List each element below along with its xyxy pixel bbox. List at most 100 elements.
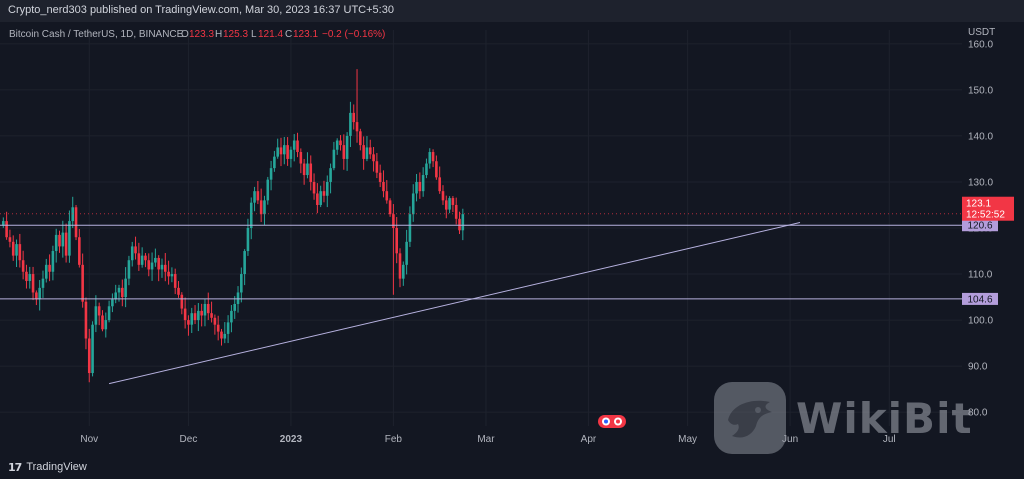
- candle-body: [25, 271, 28, 281]
- candle-body: [226, 322, 230, 334]
- candle-body: [97, 306, 101, 316]
- candle-body: [296, 140, 299, 153]
- candle-body: [385, 191, 389, 201]
- ohlc-change: −0.2 (−0.16%): [322, 29, 385, 40]
- candle-body: [378, 172, 382, 182]
- candle-body: [31, 274, 35, 293]
- x-tick-label: Jun: [782, 434, 798, 445]
- x-axis: Nov Dec 2023 Feb Mar Apr May Jun Jul: [80, 434, 895, 445]
- candle-body: [150, 262, 154, 270]
- candle-body: [15, 244, 18, 256]
- candle-body: [319, 191, 322, 205]
- candle-body: [213, 317, 217, 325]
- ohlc-low: 121.4: [258, 29, 283, 40]
- candle-body: [263, 200, 266, 215]
- candle-body: [309, 163, 313, 182]
- candle-body: [74, 207, 78, 238]
- candle-body: [216, 324, 220, 332]
- candle-body: [411, 193, 415, 215]
- candle-body: [451, 198, 455, 205]
- candle-body: [91, 324, 94, 374]
- y-tick-label: 130.0: [968, 177, 993, 188]
- candle-body: [349, 112, 352, 136]
- candle-body: [170, 274, 174, 277]
- candle-body: [246, 228, 250, 252]
- x-tick-label: Mar: [477, 434, 495, 445]
- candle-body: [259, 200, 263, 215]
- y-tick-label: 80.0: [968, 408, 988, 419]
- candle-body: [64, 232, 68, 256]
- svg-text:C: C: [285, 29, 292, 40]
- currency-label: USDT: [968, 27, 995, 38]
- candle-body: [130, 246, 134, 261]
- candle-body: [180, 294, 184, 309]
- svg-text:L: L: [251, 29, 257, 40]
- x-tick-label: Nov: [80, 434, 98, 445]
- candle-body: [68, 221, 71, 256]
- candle-body: [253, 191, 256, 203]
- candle-body: [173, 274, 177, 288]
- candle-body: [2, 221, 5, 226]
- candles: [2, 69, 465, 383]
- candle-body: [368, 147, 372, 155]
- candle-body: [352, 112, 356, 123]
- candle-body: [11, 241, 15, 256]
- candle-body: [84, 301, 88, 339]
- candle-body: [206, 303, 210, 314]
- candle-body: [107, 306, 111, 321]
- candle-body: [190, 313, 194, 325]
- tradingview-name: TradingView: [26, 461, 87, 473]
- candle-body: [454, 204, 458, 219]
- candle-body: [243, 251, 246, 275]
- candle-body: [435, 161, 438, 178]
- candle-body: [398, 253, 402, 279]
- candle-body: [444, 200, 448, 210]
- candle-body: [104, 320, 108, 330]
- y-tick-label: 150.0: [968, 85, 993, 96]
- candle-body: [160, 264, 164, 270]
- candle-body: [111, 299, 114, 307]
- candle-body: [51, 251, 55, 272]
- candle-body: [292, 140, 296, 150]
- candle-body: [5, 221, 8, 238]
- price-chart[interactable]: Bitcoin Cash / TetherUS, 1D, BINANCE O 1…: [0, 22, 1024, 456]
- candle-body: [114, 292, 118, 300]
- events-icon[interactable]: [598, 415, 626, 428]
- candle-body: [269, 168, 273, 180]
- ohlc-close: 123.1: [293, 29, 318, 40]
- candle-body: [299, 152, 303, 164]
- x-tick-label: May: [678, 434, 697, 445]
- overlays: [0, 213, 962, 385]
- candle-body: [388, 200, 392, 215]
- candle-body: [289, 149, 293, 159]
- candle-body: [193, 313, 197, 321]
- candle-body: [266, 179, 270, 201]
- candle-body: [405, 241, 408, 265]
- candle-body: [342, 145, 346, 159]
- candle-body: [58, 234, 61, 247]
- candle-body: [21, 260, 25, 272]
- candle-body: [140, 255, 144, 265]
- candle-body: [147, 260, 151, 270]
- candle-body: [355, 122, 359, 132]
- candle-body: [249, 202, 253, 228]
- watermark: WikiBit: [714, 382, 973, 454]
- price-tags: 120.6 104.6 123.112:52:52: [962, 196, 1014, 305]
- trend-line: [108, 221, 801, 385]
- svg-text:H: H: [215, 29, 222, 40]
- candle-body: [425, 163, 428, 176]
- candle-body: [448, 198, 451, 210]
- candle-body: [402, 264, 405, 279]
- candle-body: [395, 228, 399, 254]
- candle-body: [87, 338, 91, 374]
- tradingview-logo[interactable]: 17 TradingView: [8, 460, 87, 474]
- x-tick-label: Apr: [581, 434, 597, 445]
- candle-body: [375, 161, 379, 173]
- candle-body: [332, 149, 336, 169]
- level-tag: [962, 219, 998, 232]
- svg-text:O: O: [181, 29, 189, 40]
- candle-body: [325, 181, 329, 196]
- candle-body: [137, 253, 141, 265]
- candle-body: [408, 214, 412, 242]
- x-tick-label: Jul: [883, 434, 896, 445]
